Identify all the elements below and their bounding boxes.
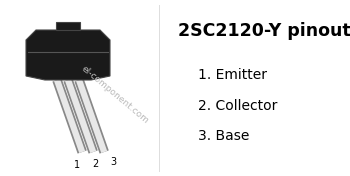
Text: 2SC2120-Y pinout: 2SC2120-Y pinout: [178, 22, 350, 40]
Text: 1: 1: [74, 160, 80, 170]
Text: 3: 3: [110, 157, 116, 167]
Text: 2: 2: [92, 159, 98, 169]
Text: 2. Collector: 2. Collector: [198, 99, 277, 113]
Text: 3. Base: 3. Base: [198, 129, 249, 143]
Polygon shape: [26, 30, 110, 80]
Text: 1. Emitter: 1. Emitter: [198, 68, 267, 82]
Text: el-component.com: el-component.com: [79, 64, 150, 126]
Polygon shape: [56, 22, 80, 30]
